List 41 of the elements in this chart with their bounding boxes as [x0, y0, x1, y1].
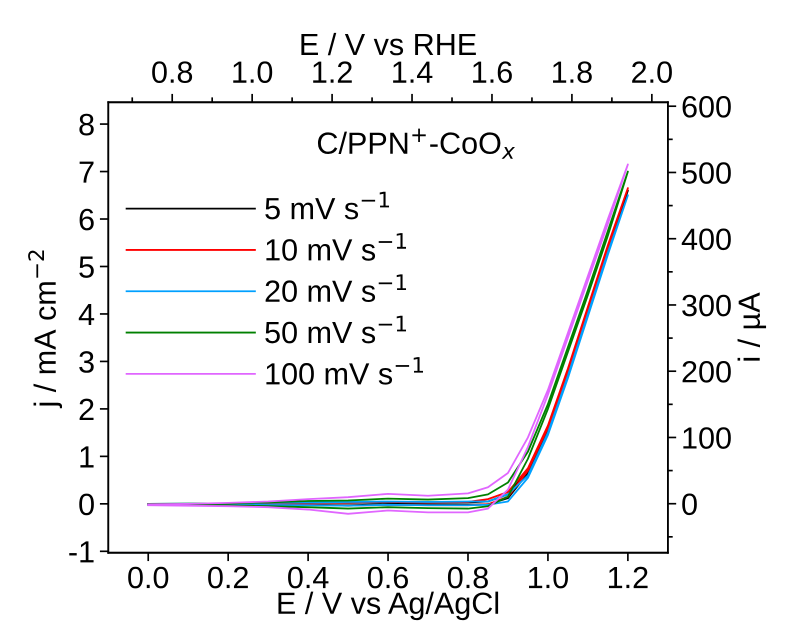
y-tick-label: -1 — [69, 541, 94, 562]
y2-tick-label: 500 — [682, 162, 731, 184]
y2-tick-label: 200 — [682, 360, 731, 383]
y-tick-label: 6 — [80, 208, 94, 230]
x2-tick-label: 1.2 — [313, 61, 352, 83]
x-axis-title: E / V vs Ag/AgCl — [278, 592, 498, 620]
x2-tick-label: 1.4 — [393, 62, 432, 83]
y2-tick-label: 600 — [682, 96, 731, 118]
y-tick-label: 2 — [80, 398, 94, 420]
x2-tick-label: 0.8 — [152, 61, 192, 84]
y-tick-label: 3 — [79, 351, 94, 373]
x-tick-label: 0.8 — [448, 566, 488, 588]
x-tick-label: 1.0 — [529, 566, 568, 588]
y-tick-label: 8 — [79, 114, 94, 136]
legend-label: 50 mV s$^{−1}$ — [265, 316, 406, 344]
y2-tick-label: 300 — [682, 294, 731, 316]
annotation: C/PPN$^{+}$-CoO$_{x}$ — [318, 128, 515, 159]
y-axis-title: j / mA cm$^{−2}$ — [28, 250, 62, 408]
x-tick-label: 1.2 — [608, 566, 648, 588]
x-tick-label: 0.6 — [368, 566, 408, 588]
x-tick-label: 0.0 — [128, 566, 168, 588]
y2-tick-label: 400 — [682, 228, 731, 250]
y-tick-label: 0 — [79, 494, 94, 516]
legend-label: 10 mV s$^{−1}$ — [266, 233, 406, 261]
legend-label: 5 mV s$^{−1}$ — [265, 192, 390, 220]
y-tick-label: 1 — [80, 446, 94, 468]
x2-tick-label: 2.0 — [632, 61, 672, 84]
y-tick-label: 7 — [80, 162, 94, 183]
legend-label: 20 mV s$^{−1}$ — [266, 274, 406, 302]
x2-axis-title: E / V vs RHE — [301, 32, 476, 56]
y-tick-label: 5 — [79, 256, 94, 278]
x-tick-label: 0.4 — [288, 566, 328, 588]
x2-tick-label: 1.0 — [233, 61, 272, 84]
y2-axis-title: i / µA — [738, 292, 766, 361]
y2-tick-label: 100 — [683, 427, 731, 449]
x-tick-label: 0.2 — [208, 566, 248, 588]
y2-tick-label: 0 — [682, 493, 697, 516]
x2-tick-label: 1.8 — [553, 61, 592, 84]
legend-label: 100 mV s$^{−1}$ — [266, 357, 424, 385]
x2-tick-label: 1.6 — [473, 61, 512, 84]
y-tick-label: 4 — [78, 304, 94, 326]
